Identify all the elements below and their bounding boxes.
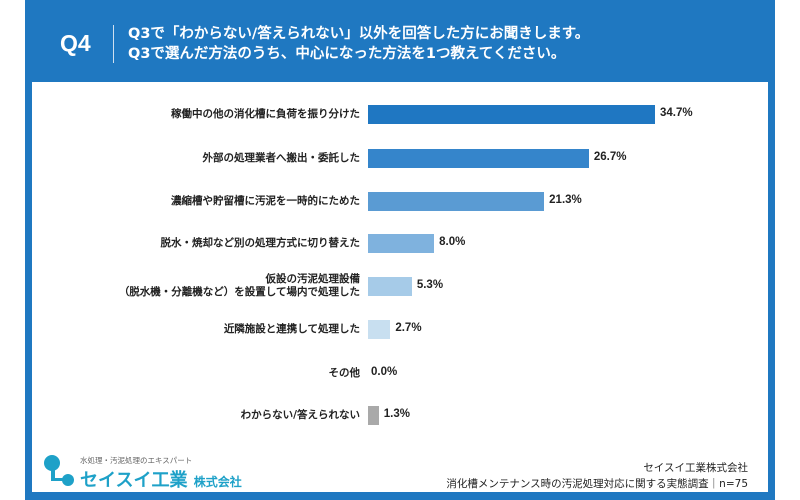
bar: [368, 191, 545, 211]
value-label: 26.7%: [593, 151, 627, 163]
category-label: 脱水・焼却など別の処理方式に切り替えた: [160, 236, 361, 249]
question-number: Q4: [60, 30, 91, 56]
bar: [368, 319, 391, 339]
value-label: 5.3%: [416, 279, 444, 291]
category-label: 稼働中の他の消化槽に負荷を振り分けた: [171, 107, 360, 120]
value-label: 2.7%: [395, 322, 422, 334]
bar: [368, 104, 655, 124]
value-label: 8.0%: [439, 236, 466, 248]
source-survey: 消化槽メンテナンス時の汚泥処理対応に関する実態調査｜n=75: [446, 478, 748, 490]
company-name-main: セイスイ工業: [80, 470, 188, 491]
value-label: 0.0%: [371, 366, 398, 378]
bar: [368, 276, 412, 296]
question-text: Q3で「わからない/答えられない」以外を回答した方にお聞きします。 Q3で選んだ…: [128, 24, 589, 64]
bar: [368, 233, 435, 253]
company-tagline: 水処理・汚泥処理のエキスパート: [80, 456, 193, 465]
divider: [113, 25, 114, 63]
category-label: 近隣施設と連携して処理した: [223, 322, 360, 335]
value-label: 34.7%: [660, 107, 693, 119]
bar: [368, 148, 589, 168]
value-label: 21.3%: [549, 194, 582, 206]
company-name: セイスイ工業 株式会社: [80, 466, 242, 492]
company-logo-icon: [44, 455, 74, 486]
category-label: その他: [328, 366, 361, 379]
category-label: 仮設の汚泥処理設備 （脱水機・分離機など）を設置して場内で処理した: [118, 273, 360, 298]
question-line-2: Q3で選んだ方法のうち、中心になった方法を1つ教えてください。: [128, 46, 566, 62]
source-company: セイスイ工業株式会社: [643, 462, 748, 474]
category-label: 外部の処理業者へ搬出・委託した: [202, 151, 361, 164]
company-name-suffix: 株式会社: [193, 475, 242, 489]
source-note: セイスイ工業株式会社 消化槽メンテナンス時の汚泥処理対応に関する実態調査｜n=7…: [446, 460, 748, 492]
value-label: 1.3%: [383, 408, 410, 420]
category-label: 濃縮槽や貯留槽に汚泥を一時的にためた: [171, 194, 360, 207]
bar: [368, 405, 379, 425]
question-line-1: Q3で「わからない/答えられない」以外を回答した方にお聞きします。: [128, 26, 590, 42]
category-label: わからない/答えられない: [240, 408, 360, 421]
